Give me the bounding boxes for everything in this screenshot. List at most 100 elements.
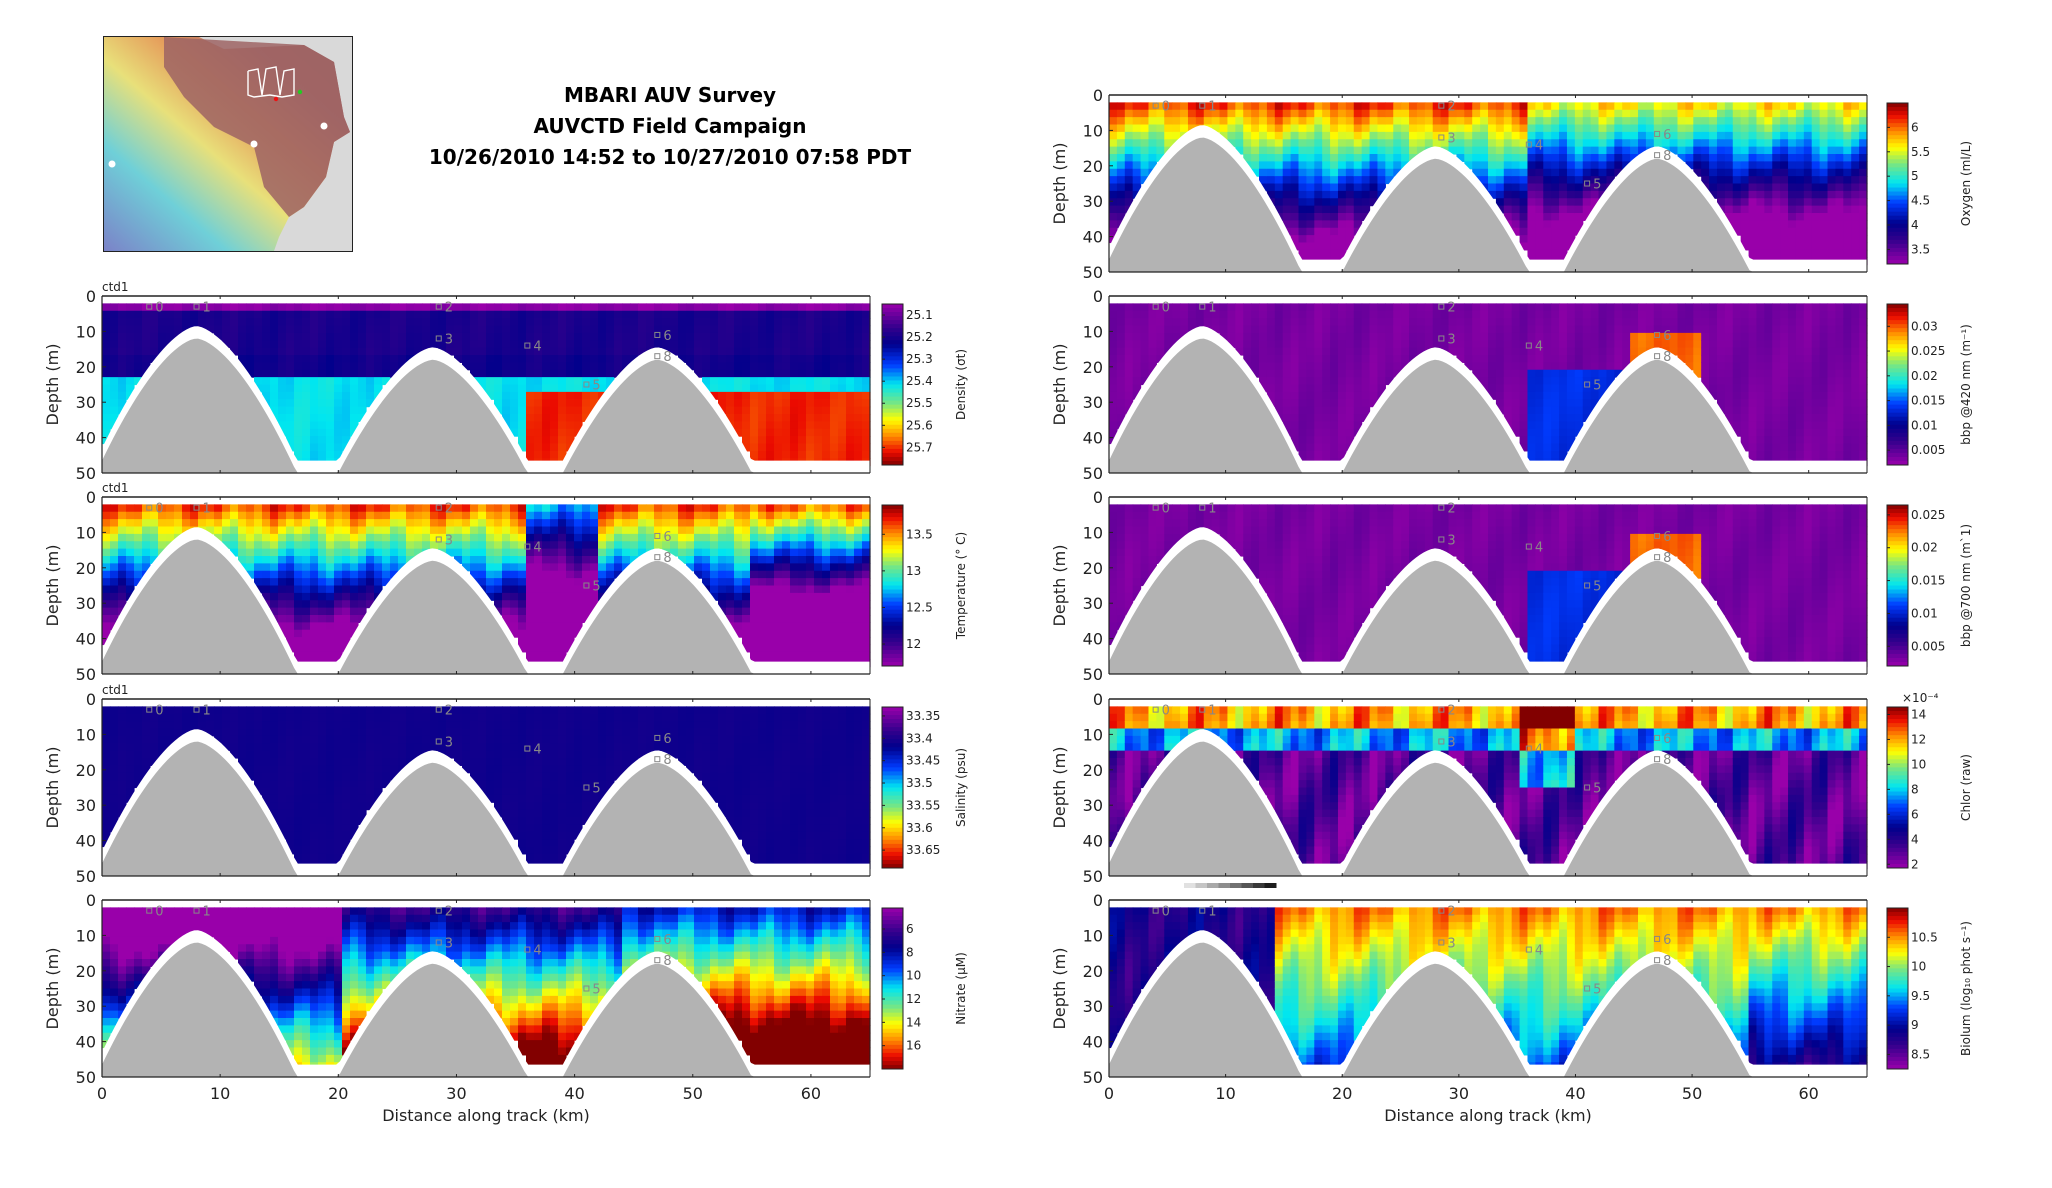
heatmap-cell bbox=[558, 399, 567, 408]
heatmap-cell bbox=[342, 325, 351, 334]
heatmap-cell bbox=[166, 713, 175, 722]
heatmap-cell bbox=[646, 519, 655, 528]
y-tick-label: 20 bbox=[76, 761, 96, 780]
heatmap-cell bbox=[126, 914, 135, 923]
heatmap-cell bbox=[342, 563, 351, 572]
heatmap-cell bbox=[470, 922, 479, 931]
heatmap-cell bbox=[830, 325, 839, 334]
heatmap-cell bbox=[838, 794, 847, 803]
heatmap-cell bbox=[686, 318, 695, 327]
heatmap-cell bbox=[838, 511, 847, 520]
heatmap-cell bbox=[758, 369, 767, 378]
heatmap-cell bbox=[710, 780, 719, 789]
heatmap-cell bbox=[422, 519, 431, 528]
heatmap-cell bbox=[110, 391, 119, 400]
heatmap-cell bbox=[622, 758, 631, 766]
heatmap-cell bbox=[430, 533, 439, 542]
heatmap-cell bbox=[446, 922, 455, 931]
heatmap-cell bbox=[782, 318, 791, 327]
heatmap-cell bbox=[814, 511, 823, 520]
heatmap-cell bbox=[294, 936, 303, 945]
heatmap-cell bbox=[806, 443, 815, 452]
heatmap-cell bbox=[702, 713, 711, 722]
heatmap-cell bbox=[118, 325, 127, 334]
heatmap-cell bbox=[662, 318, 671, 327]
heatmap-cell bbox=[278, 340, 287, 349]
heatmap-cell bbox=[470, 721, 479, 730]
heatmap-cell bbox=[342, 936, 351, 945]
heatmap-cell bbox=[814, 436, 823, 445]
heatmap-cell bbox=[374, 922, 383, 931]
heatmap-cell bbox=[718, 585, 727, 594]
heatmap-cell bbox=[606, 332, 615, 341]
heatmap-cell bbox=[422, 936, 431, 945]
heatmap-cell bbox=[134, 325, 143, 334]
heatmap-cell bbox=[230, 511, 239, 520]
heatmap-cell bbox=[806, 585, 815, 594]
heatmap-cell bbox=[830, 607, 839, 616]
heatmap-cell bbox=[366, 504, 375, 513]
heatmap-cell bbox=[822, 325, 831, 334]
heatmap-cell bbox=[302, 831, 311, 840]
heatmap-cell bbox=[326, 615, 335, 623]
heatmap-cell bbox=[534, 436, 543, 445]
heatmap-cell bbox=[334, 914, 343, 923]
heatmap-cell bbox=[846, 406, 855, 415]
heatmap-cell bbox=[782, 303, 791, 312]
heatmap-cell bbox=[310, 622, 319, 631]
heatmap-cell bbox=[446, 743, 455, 752]
heatmap-cell bbox=[246, 706, 255, 715]
heatmap-cell bbox=[726, 511, 735, 520]
heatmap-cell bbox=[446, 929, 455, 938]
heatmap-cell bbox=[630, 721, 639, 730]
heatmap-cell bbox=[182, 511, 191, 520]
heatmap-cell bbox=[246, 929, 255, 938]
heatmap-cell bbox=[374, 541, 383, 550]
heatmap-cell bbox=[542, 728, 551, 737]
heatmap-cell bbox=[102, 355, 111, 363]
heatmap-cell bbox=[286, 622, 295, 631]
heatmap-cell bbox=[614, 533, 623, 542]
heatmap-cell bbox=[126, 735, 135, 744]
heatmap-cell bbox=[750, 541, 759, 550]
heatmap-cell bbox=[718, 780, 727, 789]
heatmap-cell bbox=[150, 303, 159, 312]
heatmap-cell bbox=[318, 303, 327, 312]
heatmap-cell bbox=[558, 853, 567, 862]
heatmap-cell bbox=[590, 303, 599, 312]
heatmap-cell bbox=[726, 780, 735, 789]
heatmap-cell bbox=[846, 519, 855, 528]
heatmap-cell bbox=[102, 347, 111, 356]
heatmap-cell bbox=[326, 556, 335, 564]
heatmap-cell bbox=[830, 824, 839, 833]
waypoint-marker bbox=[583, 381, 590, 388]
heatmap-cell bbox=[358, 340, 367, 349]
heatmap-cell bbox=[366, 936, 375, 945]
heatmap-cell bbox=[270, 600, 279, 609]
heatmap-cell bbox=[510, 817, 519, 825]
heatmap-cell bbox=[846, 548, 855, 557]
heatmap-cell bbox=[838, 750, 847, 759]
heatmap-cell bbox=[358, 369, 367, 378]
heatmap-cell bbox=[254, 325, 263, 334]
heatmap-cell bbox=[606, 355, 615, 363]
heatmap-cell bbox=[726, 578, 735, 587]
heatmap-cell bbox=[782, 511, 791, 520]
heatmap-cell bbox=[502, 318, 511, 327]
heatmap-cell bbox=[246, 743, 255, 752]
heatmap-cell bbox=[830, 355, 839, 363]
heatmap-cell bbox=[254, 369, 263, 378]
heatmap-cell bbox=[558, 772, 567, 781]
heatmap-cell bbox=[814, 787, 823, 796]
heatmap-cell bbox=[334, 817, 343, 825]
heatmap-cell bbox=[726, 325, 735, 334]
heatmap-cell bbox=[614, 556, 623, 564]
heatmap-cell bbox=[750, 443, 759, 452]
waypoint-label: 2 bbox=[445, 502, 453, 517]
heatmap-cell bbox=[294, 1032, 303, 1041]
heatmap-cell bbox=[182, 303, 191, 312]
heatmap-cell bbox=[518, 443, 527, 452]
heatmap-cell bbox=[246, 355, 255, 363]
heatmap-cell bbox=[678, 758, 687, 766]
heatmap-cell bbox=[142, 325, 151, 334]
